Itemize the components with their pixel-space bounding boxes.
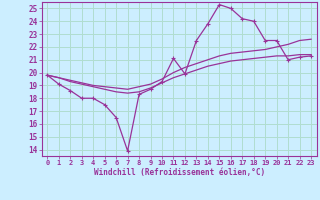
- X-axis label: Windchill (Refroidissement éolien,°C): Windchill (Refroidissement éolien,°C): [94, 168, 265, 177]
